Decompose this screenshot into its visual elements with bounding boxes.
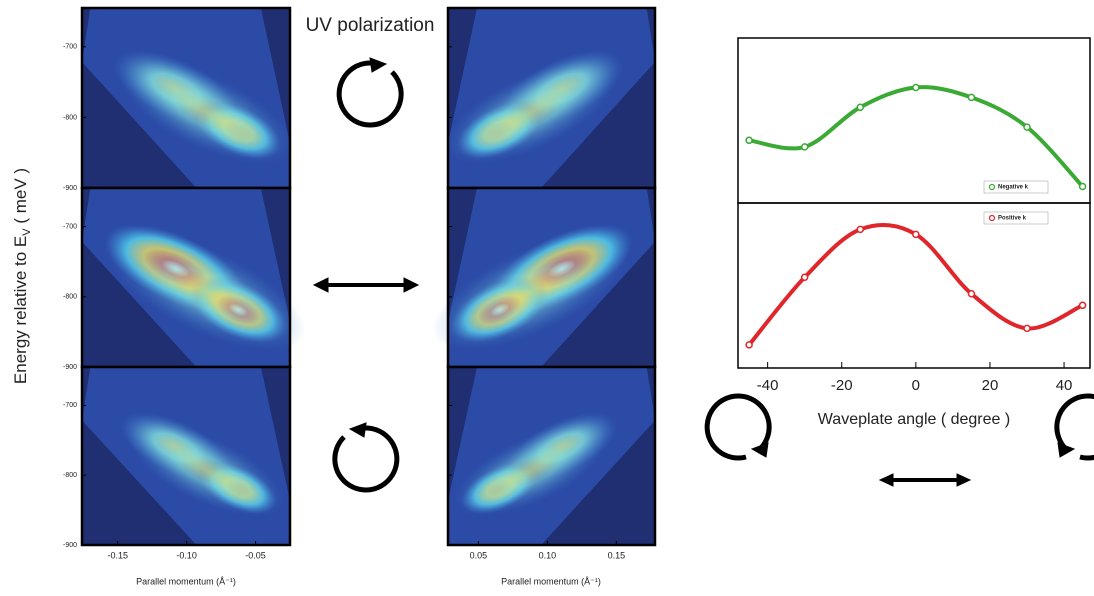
heatmap-panel <box>80 186 306 369</box>
y-tick-label: -700 <box>63 223 77 230</box>
y-tick-label: -800 <box>63 114 77 121</box>
y-tick-label: -900 <box>63 364 77 371</box>
heatmap-intensity <box>120 61 293 164</box>
heatmap-intensity <box>107 232 306 351</box>
plot-frame <box>737 202 1091 369</box>
x-tick-label: -0.05 <box>245 550 266 560</box>
data-point <box>856 225 865 234</box>
data-point <box>912 83 920 92</box>
x-axis-label: Parallel momentum (Å⁻¹) <box>501 576 601 586</box>
x-axis-label: Parallel momentum (Å⁻¹) <box>136 576 236 586</box>
y-axis-label-unit: ( meV ) <box>11 168 30 228</box>
plot-frame <box>737 37 1091 204</box>
arrowhead <box>312 277 420 293</box>
x-tick-label: -0.15 <box>108 550 129 560</box>
data-point <box>856 103 865 112</box>
x-tick-label: -20 <box>831 377 853 394</box>
data-point <box>967 290 976 298</box>
y-tick-label: -900 <box>63 542 77 549</box>
x-tick-label: 0 <box>912 377 920 394</box>
x-tick-label: 0.05 <box>470 550 488 560</box>
heatmap-intensity <box>129 424 285 517</box>
panel-frame <box>80 365 292 547</box>
heatmap-panel <box>80 365 292 547</box>
y-tick-label: -700 <box>63 44 77 51</box>
y-tick-label: -800 <box>63 472 77 479</box>
data-point <box>745 341 753 349</box>
circular-polarization-icon <box>1054 393 1094 461</box>
data-point <box>1078 182 1087 191</box>
y-axis-label-main: Energy relative to E <box>11 236 30 384</box>
arrowhead <box>369 57 388 73</box>
y-axis-label: Energy relative to EV ( meV ) <box>11 168 32 384</box>
legend-label: Positive k <box>998 216 1027 222</box>
polarization-icons <box>312 57 1094 493</box>
arrowhead <box>750 442 769 458</box>
data-point <box>800 143 809 151</box>
x-tick-label: 0.15 <box>608 550 626 560</box>
heatmap-panel <box>446 365 657 547</box>
x-tick-label: 40 <box>1056 377 1073 394</box>
arrowhead <box>1057 442 1076 458</box>
legend-label: Negative k <box>998 185 1029 191</box>
heatmap-intensity <box>453 424 608 517</box>
x-tick-label: -0.10 <box>176 550 197 560</box>
y-tick-label: -800 <box>63 294 77 301</box>
legend-marker <box>988 214 996 222</box>
data-point <box>967 93 976 102</box>
data-point <box>1023 123 1031 131</box>
data-point <box>745 136 753 145</box>
data-point <box>1078 301 1087 310</box>
x-tick-label: 20 <box>982 377 999 394</box>
y-tick-label: -900 <box>63 185 77 192</box>
series-line <box>748 85 1085 188</box>
arrowhead <box>348 422 367 438</box>
data-point <box>912 230 920 239</box>
data-point <box>800 273 809 281</box>
heatmap-panel <box>432 186 657 369</box>
arrowhead <box>878 473 972 487</box>
legend-box <box>983 180 1049 194</box>
circular-polarization-icon <box>332 425 400 493</box>
heatmap-panel <box>80 6 293 190</box>
y-axis-label-sub: V <box>21 228 33 236</box>
heatmap-intensity <box>432 233 630 351</box>
heatmap-panel <box>445 6 657 190</box>
series-line <box>747 222 1084 347</box>
data-point <box>1023 324 1031 333</box>
x-tick-label: -40 <box>757 377 779 394</box>
x-tick-label: 0.10 <box>539 550 557 560</box>
x-axis-label: Waveplate angle ( degree ) <box>818 411 1010 428</box>
circular-polarization-icon <box>704 393 772 461</box>
y-tick-label: -700 <box>63 402 77 409</box>
heatmap-intensity <box>445 61 617 164</box>
legend-marker <box>988 183 996 191</box>
circular-polarization-icon <box>336 60 404 128</box>
legend-box <box>983 211 1049 225</box>
panel-frame <box>446 365 657 547</box>
figure-title: UV polarization <box>306 15 435 36</box>
